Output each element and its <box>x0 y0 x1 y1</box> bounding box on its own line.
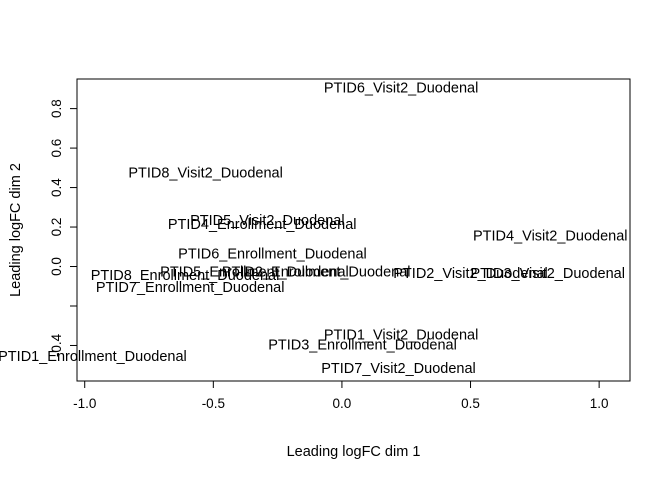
x-tick-label: 0.0 <box>333 396 352 411</box>
sample-point-label: PTID6_Enrollment_Duodenal <box>178 247 367 263</box>
sample-point-label: PTID5_Visit2_Duodenal <box>190 213 345 229</box>
y-tick-label: 0.2 <box>49 218 64 237</box>
x-tick-label: 0.5 <box>461 396 480 411</box>
x-tick-label: -0.5 <box>202 396 225 411</box>
sample-point-label: PTID7_Visit2_Duodenal <box>321 361 476 377</box>
y-tick-label: 0.6 <box>49 139 64 158</box>
sample-point-label: PTID1_Visit2_Duodenal <box>324 327 479 343</box>
sample-point-label: PTID4_Enrollment_Duodenal <box>168 217 357 233</box>
x-axis: -1.0 -0.5 0.0 0.5 1.0 <box>73 380 609 411</box>
y-tick-label: 0.8 <box>49 99 64 118</box>
sample-point-label: PTID7_Enrollment_Duodenal <box>96 280 285 296</box>
x-axis-title: Leading logFC dim 1 <box>287 444 421 460</box>
sample-point-label: PTID2_Visit2_Duodenal <box>393 266 548 282</box>
sample-point-label: PTID3_Enrollment_Duodenal <box>268 337 457 353</box>
sample-point-label: PTID6_Visit2_Duodenal <box>324 81 479 97</box>
y-tick-label: 0.4 <box>49 178 64 197</box>
sample-point-label: PTID8_Enrollment_Duodenal <box>91 268 280 284</box>
y-axis: -0.4 0.0 0.2 0.4 0.6 0.8 <box>49 99 78 357</box>
sample-point-label: PTID2_Enrollment_Duodenal <box>222 264 411 280</box>
y-tick-label: -0.4 <box>49 333 64 357</box>
x-tick-label: -1.0 <box>73 396 96 411</box>
sample-labels: PTID6_Visit2_Duodenal PTID8_Visit2_Duoden… <box>0 81 628 377</box>
sample-point-label: PTID5_Enrollment_Duodenal <box>160 264 349 280</box>
sample-point-label: PTID3_Visit2_Duodenal <box>470 266 625 282</box>
x-tick-label: 1.0 <box>590 396 609 411</box>
y-axis-title: Leading logFC dim 2 <box>8 163 24 297</box>
y-tick-label: 0.0 <box>49 257 64 276</box>
sample-point-label: PTID4_Visit2_Duodenal <box>473 229 628 245</box>
sample-point-label: PTID1_Enrollment_Duodenal <box>0 349 187 365</box>
sample-point-label: PTID8_Visit2_Duodenal <box>128 166 283 182</box>
